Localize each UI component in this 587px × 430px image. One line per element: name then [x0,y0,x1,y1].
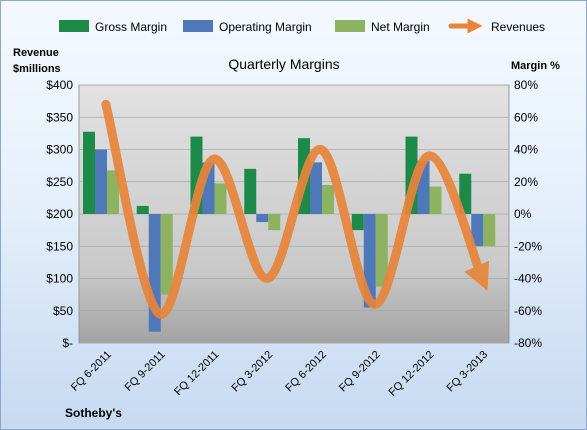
bar-gross-margin [136,205,149,214]
legend: Gross Margin Operating Margin Net Margin… [59,18,545,34]
chart-title: Quarterly Margins [228,56,339,72]
x-tick-label: FQ 12-2012 [387,349,437,399]
bar-operating-margin [256,214,269,223]
legend-label-gross-margin: Gross Margin [95,20,167,34]
bar-net-margin [375,214,388,287]
x-tick-label: FQ 3-2013 [445,349,491,395]
left-tick-label: $400 [46,78,73,92]
bar-net-margin [268,214,281,231]
x-axis-ticks: FQ 6-2011 FQ 9-2011 FQ 12-2011 FQ 3-2012 FQ … [69,349,490,399]
legend-swatch-net-margin [335,20,365,32]
bar-net-margin [107,170,119,214]
legend-item-gross-margin: Gross Margin [59,20,167,34]
bar-gross-margin [459,173,472,214]
bar-net-margin [483,214,496,247]
bar-gross-margin [351,214,364,231]
legend-item-net-margin: Net Margin [335,20,430,34]
legend-swatch-gross-margin [59,20,89,32]
bar-gross-margin [83,131,95,214]
right-axis-ticks: 80% 60% 40% 20% 0% -20% -40% -60% -80% [514,78,542,350]
right-tick-label: -60% [514,304,542,318]
x-tick-label: FQ 9-2012 [337,349,383,395]
left-axis-label-line2: $millions [13,63,61,75]
bar-net-margin [429,186,442,214]
left-tick-label: $350 [46,110,73,124]
left-tick-label: $250 [46,175,73,189]
x-tick-label: FQ 6-2011 [69,349,114,394]
bar-gross-margin [244,168,257,214]
legend-label-operating-margin: Operating Margin [219,20,312,34]
right-axis-label: Margin % [511,60,560,72]
gridlines [79,84,509,344]
right-tick-label: 20% [514,175,538,189]
right-tick-label: -80% [514,336,542,350]
right-tick-label: 80% [514,78,538,92]
left-tick-label: $- [62,336,73,350]
revenue-series [101,99,490,319]
x-tick-label: FQ 12-2011 [172,349,221,398]
left-tick-label: $150 [46,239,73,253]
legend-label-revenues: Revenues [491,20,545,34]
left-tick-label: $100 [46,272,73,286]
left-axis-ticks: $400 $350 $300 $250 $200 $150 $100 $50 $- [46,78,73,350]
bar-net-margin [214,183,227,214]
bar-series [83,131,496,332]
bar-operating-margin [471,214,484,247]
company-label: Sotheby's [65,406,122,420]
legend-swatch-operating-margin [183,20,213,32]
right-tick-label: 60% [514,110,538,124]
line-revenues [101,99,490,319]
right-tick-label: -20% [514,239,542,253]
right-tick-label: 0% [514,207,532,221]
x-tick-label: FQ 3-2012 [230,349,276,395]
x-tick-label: FQ 6-2012 [283,349,329,395]
left-axis-label-line1: Revenue [13,47,59,59]
left-tick-label: $200 [46,207,73,221]
bar-net-margin [160,214,173,295]
legend-label-net-margin: Net Margin [371,20,430,34]
right-tick-label: -40% [514,272,542,286]
legend-item-revenues: Revenues [448,18,545,34]
left-tick-label: $50 [53,304,73,318]
bar-net-margin [322,184,334,214]
right-tick-label: 40% [514,143,538,157]
bar-operating-margin [95,149,107,214]
bar-operating-margin [310,162,322,214]
left-tick-label: $300 [46,143,73,157]
x-tick-label: FQ 9-2011 [123,349,168,394]
legend-item-operating-margin: Operating Margin [183,20,312,34]
